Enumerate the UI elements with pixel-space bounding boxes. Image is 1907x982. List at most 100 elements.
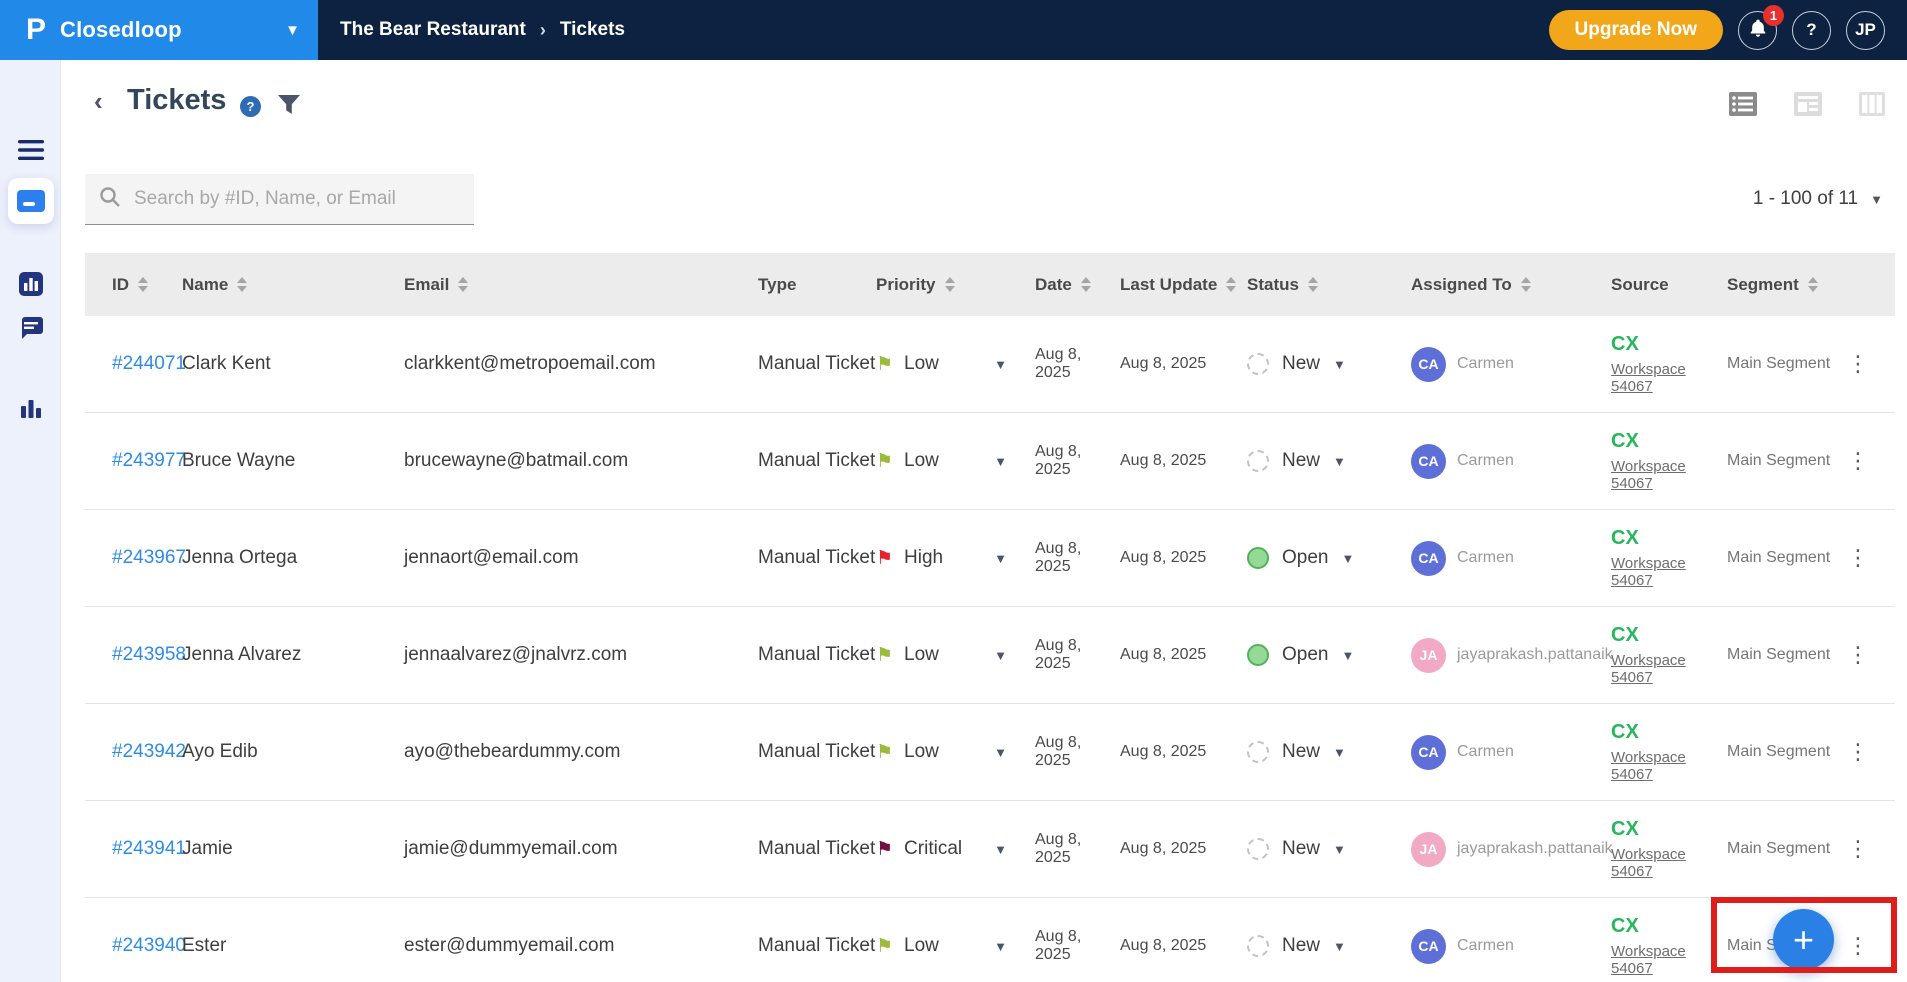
status-dropdown-caret-icon[interactable]: ▼: [1341, 648, 1354, 663]
title-help-icon[interactable]: ?: [240, 96, 261, 117]
hamburger-menu-icon[interactable]: [0, 139, 61, 161]
column-header-name[interactable]: Name: [182, 275, 404, 295]
column-header-source: Source: [1611, 275, 1727, 295]
ticket-email: ester@dummyemail.com: [404, 935, 758, 957]
status-circle-icon: [1247, 935, 1269, 957]
upgrade-now-button[interactable]: Upgrade Now: [1549, 10, 1723, 50]
workspace-link[interactable]: Workspace 54067: [1611, 361, 1727, 395]
sort-icon: [1308, 277, 1318, 292]
table-row[interactable]: #243977 Bruce Wayne brucewayne@batmail.c…: [85, 413, 1895, 510]
ticket-id-link[interactable]: #243967: [112, 547, 186, 569]
priority-dropdown-caret-icon[interactable]: ▼: [994, 454, 1007, 469]
workspace-link[interactable]: Workspace 54067: [1611, 652, 1727, 686]
status-circle-icon: [1247, 353, 1269, 375]
ticket-last-update: Aug 8, 2025: [1120, 743, 1247, 761]
ticket-id-link[interactable]: #243977: [112, 450, 186, 472]
pagination-dropdown[interactable]: 1 - 100 of 11 ▼: [1753, 188, 1883, 210]
top-bar: P Closedloop ▼ The Bear Restaurant › Tic…: [0, 0, 1907, 60]
table-row[interactable]: #243967 Jenna Ortega jennaort@email.com …: [85, 510, 1895, 607]
detail-view-icon[interactable]: [1794, 92, 1822, 121]
priority-dropdown-caret-icon[interactable]: ▼: [994, 939, 1007, 954]
workspace-link[interactable]: Workspace 54067: [1611, 846, 1727, 880]
column-header-status[interactable]: Status: [1247, 275, 1411, 295]
table-row[interactable]: #243958 Jenna Alvarez jennaalvarez@jnalv…: [85, 607, 1895, 704]
status-dropdown-caret-icon[interactable]: ▼: [1341, 551, 1354, 566]
priority-dropdown-caret-icon[interactable]: ▼: [994, 648, 1007, 663]
brand-switcher[interactable]: P Closedloop ▼: [0, 0, 318, 60]
help-button[interactable]: ?: [1792, 11, 1831, 50]
priority-dropdown-caret-icon[interactable]: ▼: [994, 551, 1007, 566]
ticket-id-link[interactable]: #243941: [112, 838, 186, 860]
closedloop-logo-icon: P: [26, 15, 46, 45]
filter-funnel-icon[interactable]: [278, 95, 300, 120]
notification-count-badge: 1: [1763, 5, 1784, 26]
row-menu-icon[interactable]: ⋮: [1847, 934, 1869, 959]
status-dropdown-caret-icon[interactable]: ▼: [1333, 745, 1346, 760]
sidebar-item-tickets[interactable]: [8, 178, 54, 224]
priority-dropdown-caret-icon[interactable]: ▼: [994, 842, 1007, 857]
assignee-avatar: CA: [1411, 541, 1446, 576]
column-header-assigned-to[interactable]: Assigned To: [1411, 275, 1611, 295]
ticket-type: Manual Ticket: [758, 741, 876, 763]
plus-icon: +: [1793, 919, 1814, 961]
column-header-id[interactable]: ID: [85, 275, 182, 295]
sort-icon: [945, 277, 955, 292]
sidebar-item-conversations[interactable]: [0, 317, 61, 339]
user-initials: JP: [1855, 20, 1876, 40]
add-ticket-button[interactable]: +: [1773, 909, 1834, 970]
column-header-priority[interactable]: Priority: [876, 275, 1035, 295]
ticket-type: Manual Ticket: [758, 644, 876, 666]
column-header-segment[interactable]: Segment: [1727, 275, 1847, 295]
row-menu-icon[interactable]: ⋮: [1847, 449, 1869, 474]
breadcrumb-parent[interactable]: The Bear Restaurant: [340, 19, 526, 41]
status-dropdown-caret-icon[interactable]: ▼: [1333, 357, 1346, 372]
workspace-link[interactable]: Workspace 54067: [1611, 943, 1727, 977]
status-dropdown-caret-icon[interactable]: ▼: [1333, 454, 1346, 469]
ticket-id-link[interactable]: #243940: [112, 935, 186, 957]
ticket-id-link[interactable]: #243958: [112, 644, 186, 666]
ticket-last-update: Aug 8, 2025: [1120, 840, 1247, 858]
row-menu-icon[interactable]: ⋮: [1847, 643, 1869, 668]
pagination-caret-icon: ▼: [1870, 192, 1883, 207]
status-dropdown-caret-icon[interactable]: ▼: [1333, 939, 1346, 954]
list-view-icon[interactable]: [1729, 92, 1757, 121]
row-menu-icon[interactable]: ⋮: [1847, 837, 1869, 862]
table-row[interactable]: #244071 Clark Kent clarkkent@metropoemai…: [85, 316, 1895, 413]
segment-label: Main Segment: [1727, 743, 1847, 761]
priority-flag-icon: ⚑: [876, 840, 893, 859]
status-circle-icon: [1247, 644, 1269, 666]
workspace-link[interactable]: Workspace 54067: [1611, 458, 1727, 492]
search-input[interactable]: [134, 188, 460, 210]
ticket-date: Aug 8, 2025: [1035, 637, 1120, 673]
table-row[interactable]: #243942 Ayo Edib ayo@thebeardummy.com Ma…: [85, 704, 1895, 801]
priority-dropdown-caret-icon[interactable]: ▼: [994, 357, 1007, 372]
sort-icon: [1808, 277, 1818, 292]
workspace-link[interactable]: Workspace 54067: [1611, 749, 1727, 783]
pagination-range: 1 - 100 of 11: [1753, 188, 1858, 210]
sidebar-item-analytics[interactable]: [0, 396, 61, 420]
priority-flag-icon: ⚑: [876, 549, 893, 568]
column-view-icon[interactable]: [1859, 92, 1885, 121]
workspace-link[interactable]: Workspace 54067: [1611, 555, 1727, 589]
column-header-email[interactable]: Email: [404, 275, 758, 295]
sidebar-item-dashboard[interactable]: [0, 272, 61, 296]
back-button[interactable]: ‹: [94, 88, 103, 114]
user-avatar[interactable]: JP: [1846, 11, 1885, 50]
row-menu-icon[interactable]: ⋮: [1847, 740, 1869, 765]
priority-dropdown-caret-icon[interactable]: ▼: [994, 745, 1007, 760]
ticket-id-link[interactable]: #244071: [112, 353, 186, 375]
table-row[interactable]: #243941 Jamie jamie@dummyemail.com Manua…: [85, 801, 1895, 898]
status-label: Open: [1282, 644, 1328, 666]
row-menu-icon[interactable]: ⋮: [1847, 352, 1869, 377]
notifications-button[interactable]: 1: [1738, 11, 1777, 50]
status-dropdown-caret-icon[interactable]: ▼: [1333, 842, 1346, 857]
sort-icon: [1081, 277, 1091, 292]
column-header-last-update[interactable]: Last Update: [1120, 275, 1247, 295]
column-header-date[interactable]: Date: [1035, 275, 1120, 295]
segment-label: Main Segment: [1727, 549, 1847, 567]
priority-label: Low: [904, 353, 939, 375]
page-title: Tickets: [127, 84, 226, 117]
row-menu-icon[interactable]: ⋮: [1847, 546, 1869, 571]
table-row[interactable]: #243940 Ester ester@dummyemail.com Manua…: [85, 898, 1895, 982]
ticket-id-link[interactable]: #243942: [112, 741, 186, 763]
